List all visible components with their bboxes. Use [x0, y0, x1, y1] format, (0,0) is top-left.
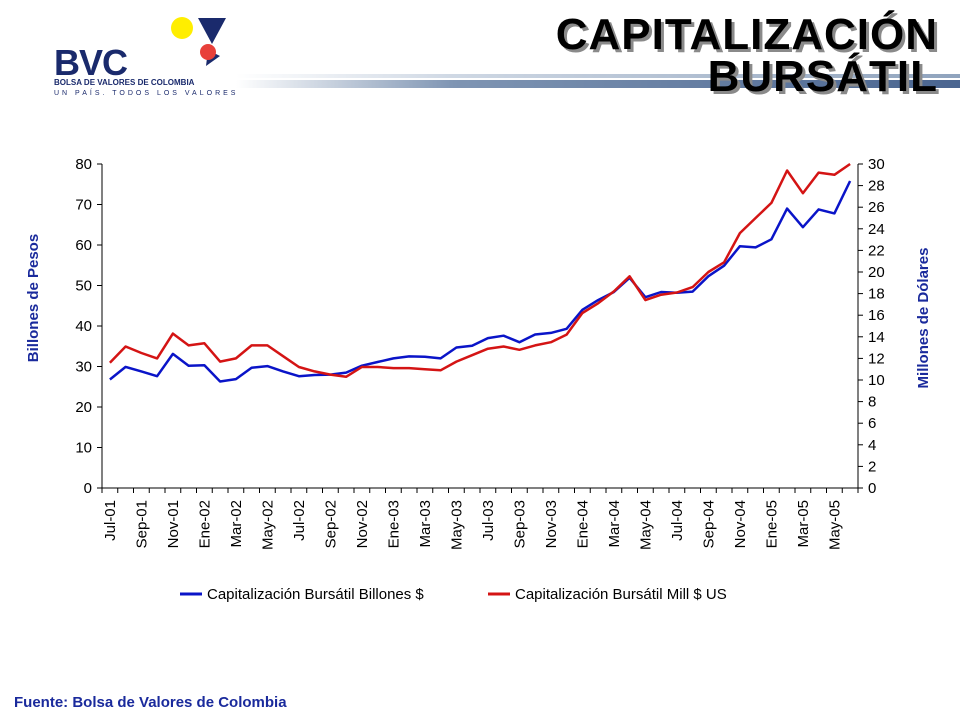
- y-tick-label-left: 10: [75, 440, 92, 457]
- y-axis-title-left: Billones de Pesos: [25, 234, 42, 362]
- x-tick-label: May-05: [826, 500, 843, 550]
- y-tick-label-right: 6: [868, 415, 876, 432]
- legend-label-pesos: Capitalización Bursátil Billones $: [207, 586, 424, 603]
- y-tick-label-right: 10: [868, 372, 885, 389]
- x-tick-label: May-03: [448, 500, 465, 550]
- x-tick-label: Nov-02: [354, 500, 371, 548]
- y-tick-label-right: 0: [868, 480, 876, 497]
- logo-text: BVC: [54, 42, 128, 83]
- header-rule-band-dark: [236, 80, 960, 88]
- y-tick-label-right: 28: [868, 178, 885, 195]
- header: BVC BOLSA DE VALORES DE COLOMBIA UN PAÍS…: [0, 0, 960, 110]
- bvc-logo: BVC BOLSA DE VALORES DE COLOMBIA UN PAÍS…: [48, 14, 238, 104]
- page-title: CAPITALIZACIÓN BURSÁTIL: [555, 10, 938, 101]
- x-tick-label: Sep-01: [133, 500, 150, 548]
- y-tick-label-right: 8: [868, 394, 876, 411]
- x-tick-label: Nov-04: [732, 500, 749, 548]
- y-tick-label-right: 26: [868, 199, 885, 216]
- x-tick-label: May-02: [259, 500, 276, 550]
- title-line-1: CAPITALIZACIÓN: [555, 10, 938, 59]
- y-tick-label-right: 22: [868, 242, 885, 259]
- logo-tagline: UN PAÍS. TODOS LOS VALORES: [54, 90, 239, 97]
- logo-subtitle: BOLSA DE VALORES DE COLOMBIA: [54, 78, 195, 87]
- x-tick-label: Sep-03: [511, 500, 528, 548]
- y-axis-title-right: Millones de Dólares: [915, 248, 932, 389]
- source-note: Fuente: Bolsa de Valores de Colombia: [14, 694, 287, 711]
- x-tick-label: Mar-02: [228, 500, 245, 548]
- y-tick-label-right: 12: [868, 350, 885, 367]
- y-tick-label-left: 40: [75, 318, 92, 335]
- y-tick-label-right: 20: [868, 264, 885, 281]
- x-tick-label: May-04: [637, 500, 654, 550]
- y-tick-label-left: 30: [75, 359, 92, 376]
- logo-yellow-circle: [171, 17, 193, 39]
- y-tick-label-right: 30: [868, 156, 885, 173]
- y-tick-label-left: 0: [84, 480, 92, 497]
- y-tick-label-right: 18: [868, 286, 885, 303]
- y-tick-label-left: 70: [75, 197, 92, 214]
- title-line-2: BURSÁTIL: [707, 52, 938, 101]
- y-tick-label-left: 60: [75, 237, 92, 254]
- x-tick-label: Sep-02: [322, 500, 339, 548]
- y-tick-label-right: 16: [868, 307, 885, 324]
- y-tick-label-right: 14: [868, 329, 885, 346]
- x-tick-label: Ene-05: [763, 500, 780, 548]
- x-tick-label: Ene-03: [385, 500, 402, 548]
- y-tick-label-left: 20: [75, 399, 92, 416]
- x-tick-label: Jul-03: [480, 500, 497, 541]
- y-tick-label-right: 2: [868, 458, 876, 475]
- x-tick-label: Mar-05: [795, 500, 812, 548]
- logo-mark-icon: [171, 17, 226, 66]
- x-tick-label: Mar-04: [606, 500, 623, 548]
- x-tick-label: Nov-03: [543, 500, 560, 548]
- x-tick-label: Nov-01: [165, 500, 182, 548]
- x-tick-label: Mar-03: [417, 500, 434, 548]
- series-line-pesos: [109, 180, 852, 383]
- x-tick-label: Jul-01: [102, 500, 119, 541]
- y-tick-label-left: 80: [75, 156, 92, 173]
- header-rule-band-light: [236, 74, 960, 78]
- x-tick-label: Ene-04: [574, 500, 591, 548]
- x-tick-label: Jul-02: [291, 500, 308, 541]
- series-line-usd: [109, 162, 851, 379]
- header-rule: [236, 74, 960, 88]
- legend-label-usd: Capitalización Bursátil Mill $ US: [515, 586, 727, 603]
- logo-red-circle: [200, 44, 216, 60]
- y-tick-label-right: 4: [868, 437, 876, 454]
- x-tick-label: Jul-04: [669, 500, 686, 541]
- x-tick-label: Sep-04: [700, 500, 717, 548]
- y-tick-label-right: 24: [868, 221, 885, 238]
- y-tick-label-left: 50: [75, 278, 92, 295]
- x-tick-label: Ene-02: [196, 500, 213, 548]
- logo-navy-shape: [198, 18, 226, 44]
